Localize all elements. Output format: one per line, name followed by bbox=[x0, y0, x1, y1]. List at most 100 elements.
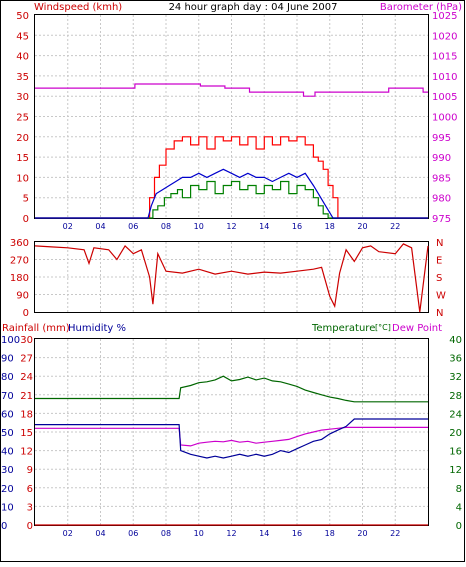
windspeed-tick-label: 35 bbox=[16, 72, 29, 83]
rainfall-tick-label: 0 bbox=[27, 521, 33, 532]
temperature-tick-label: 16 bbox=[449, 447, 462, 458]
direction-degree-label: 180 bbox=[10, 273, 29, 284]
rainfall-tick-label: 3 bbox=[27, 502, 33, 513]
direction-compass-label: E bbox=[436, 256, 442, 267]
x-tick-label: 12 bbox=[226, 529, 236, 538]
temperature-tick-label: 8 bbox=[456, 484, 462, 495]
x-tick-label: 06 bbox=[128, 529, 138, 538]
windspeed-axis-title: Windspeed (kmh) bbox=[34, 2, 122, 13]
humidity-line bbox=[35, 418, 428, 459]
humidity-tick-label: 90 bbox=[1, 354, 14, 365]
x-tick-label: 02 bbox=[63, 222, 73, 231]
temperature-tick-label: 36 bbox=[449, 354, 462, 365]
x-tick-label: 18 bbox=[325, 222, 335, 231]
wind-gust-line bbox=[35, 136, 428, 219]
barometer-tick-label: 985 bbox=[432, 173, 451, 184]
x-tick-label: 16 bbox=[292, 222, 302, 231]
barometer-tick-label: 975 bbox=[432, 214, 451, 225]
x-tick-label: 04 bbox=[95, 529, 105, 538]
barometer-tick-label: 995 bbox=[432, 133, 451, 144]
rainfall-tick-label: 27 bbox=[20, 354, 33, 365]
x-tick-label: 16 bbox=[292, 529, 302, 538]
humidity-tick-label: 70 bbox=[1, 391, 14, 402]
direction-compass-label: N bbox=[436, 308, 443, 319]
dewpoint-line bbox=[35, 426, 428, 447]
x-tick-label: 08 bbox=[161, 529, 171, 538]
windspeed-tick-label: 15 bbox=[16, 153, 29, 164]
x-tick-label: 06 bbox=[128, 222, 138, 231]
barometer-tick-label: 1015 bbox=[432, 52, 457, 63]
windspeed-tick-label: 5 bbox=[23, 194, 29, 205]
temperature-tick-label: 40 bbox=[449, 335, 462, 346]
windspeed-tick-label: 0 bbox=[23, 214, 29, 225]
humidity-tick-label: 30 bbox=[1, 465, 14, 476]
windspeed-tick-label: 30 bbox=[16, 92, 29, 103]
x-tick-label: 22 bbox=[390, 222, 400, 231]
windspeed-tick-label: 45 bbox=[16, 31, 29, 42]
windspeed-tick-label: 20 bbox=[16, 133, 29, 144]
x-tick-label: 10 bbox=[194, 529, 204, 538]
barometer-tick-label: 1025 bbox=[432, 11, 457, 22]
temperature-tick-label: 28 bbox=[449, 391, 462, 402]
windspeed-tick-label: 40 bbox=[16, 52, 29, 63]
barometer-tick-label: 1000 bbox=[432, 113, 457, 124]
direction-degree-label: 270 bbox=[10, 256, 29, 267]
direction-degree-label: 360 bbox=[10, 238, 29, 249]
wind-lull-line bbox=[35, 180, 428, 219]
wind-average-line bbox=[35, 168, 428, 219]
humidity-tick-label: 50 bbox=[1, 428, 14, 439]
temperature-tick-label: 12 bbox=[449, 465, 462, 476]
direction-degree-label: 90 bbox=[16, 291, 29, 302]
temperature-tick-label: 0 bbox=[456, 521, 462, 532]
dewpoint-axis-title: Dew Point bbox=[392, 323, 442, 334]
direction-degree-label: 0 bbox=[23, 308, 29, 319]
x-tick-label: 08 bbox=[161, 222, 171, 231]
temperature-tick-label: 4 bbox=[456, 502, 462, 513]
temperature-unit: [°C] bbox=[375, 323, 391, 332]
temperature-tick-label: 32 bbox=[449, 372, 462, 383]
rainfall-tick-label: 9 bbox=[27, 465, 33, 476]
x-tick-label: 20 bbox=[357, 529, 367, 538]
windspeed-tick-label: 10 bbox=[16, 173, 29, 184]
humidity-axis-title: Humidity % bbox=[68, 323, 126, 334]
chart-layers: 02 04 06 08 10 12 14 16 18 20 22051015202530354045… bbox=[1, 11, 462, 538]
barometer-line bbox=[35, 83, 428, 97]
humidity-tick-label: 100 bbox=[1, 335, 20, 346]
humidity-tick-label: 80 bbox=[1, 372, 14, 383]
x-tick-label: 18 bbox=[325, 529, 335, 538]
rainfall-tick-label: 6 bbox=[27, 484, 33, 495]
rainfall-tick-label: 21 bbox=[20, 391, 33, 402]
rainfall-tick-label: 18 bbox=[20, 409, 33, 420]
temperature-axis-title: Temperature bbox=[311, 323, 375, 334]
rainfall-tick-label: 15 bbox=[20, 428, 33, 439]
x-tick-label: 04 bbox=[95, 222, 105, 231]
barometer-tick-label: 1020 bbox=[432, 31, 457, 42]
x-tick-label: 14 bbox=[259, 529, 269, 538]
windspeed-tick-label: 50 bbox=[16, 11, 29, 22]
temperature-tick-label: 20 bbox=[449, 428, 462, 439]
wind-direction-line bbox=[34, 243, 429, 313]
barometer-tick-label: 980 bbox=[432, 194, 451, 205]
x-tick-label: 20 bbox=[357, 222, 367, 231]
x-tick-label: 22 bbox=[390, 529, 400, 538]
temperature-tick-label: 24 bbox=[449, 409, 462, 420]
humidity-tick-label: 10 bbox=[1, 502, 14, 513]
rainfall-tick-label: 30 bbox=[20, 335, 33, 346]
direction-compass-label: W bbox=[436, 291, 446, 302]
x-tick-label: 10 bbox=[194, 222, 204, 231]
barometer-tick-label: 990 bbox=[432, 153, 451, 164]
windspeed-tick-label: 25 bbox=[16, 113, 29, 124]
rainfall-tick-label: 24 bbox=[20, 372, 33, 383]
direction-compass-label: N bbox=[436, 238, 443, 249]
humidity-tick-label: 20 bbox=[1, 484, 14, 495]
rainfall-tick-label: 12 bbox=[20, 447, 33, 458]
x-tick-label: 02 bbox=[63, 529, 73, 538]
humidity-tick-label: 40 bbox=[1, 447, 14, 458]
barometer-tick-label: 1005 bbox=[432, 92, 457, 103]
chart-title: 24 hour graph day : 04 June 2007 bbox=[169, 2, 338, 13]
barometer-tick-label: 1010 bbox=[432, 72, 457, 83]
x-tick-label: 12 bbox=[226, 222, 236, 231]
direction-compass-label: S bbox=[436, 273, 442, 284]
temperature-line bbox=[35, 375, 428, 403]
